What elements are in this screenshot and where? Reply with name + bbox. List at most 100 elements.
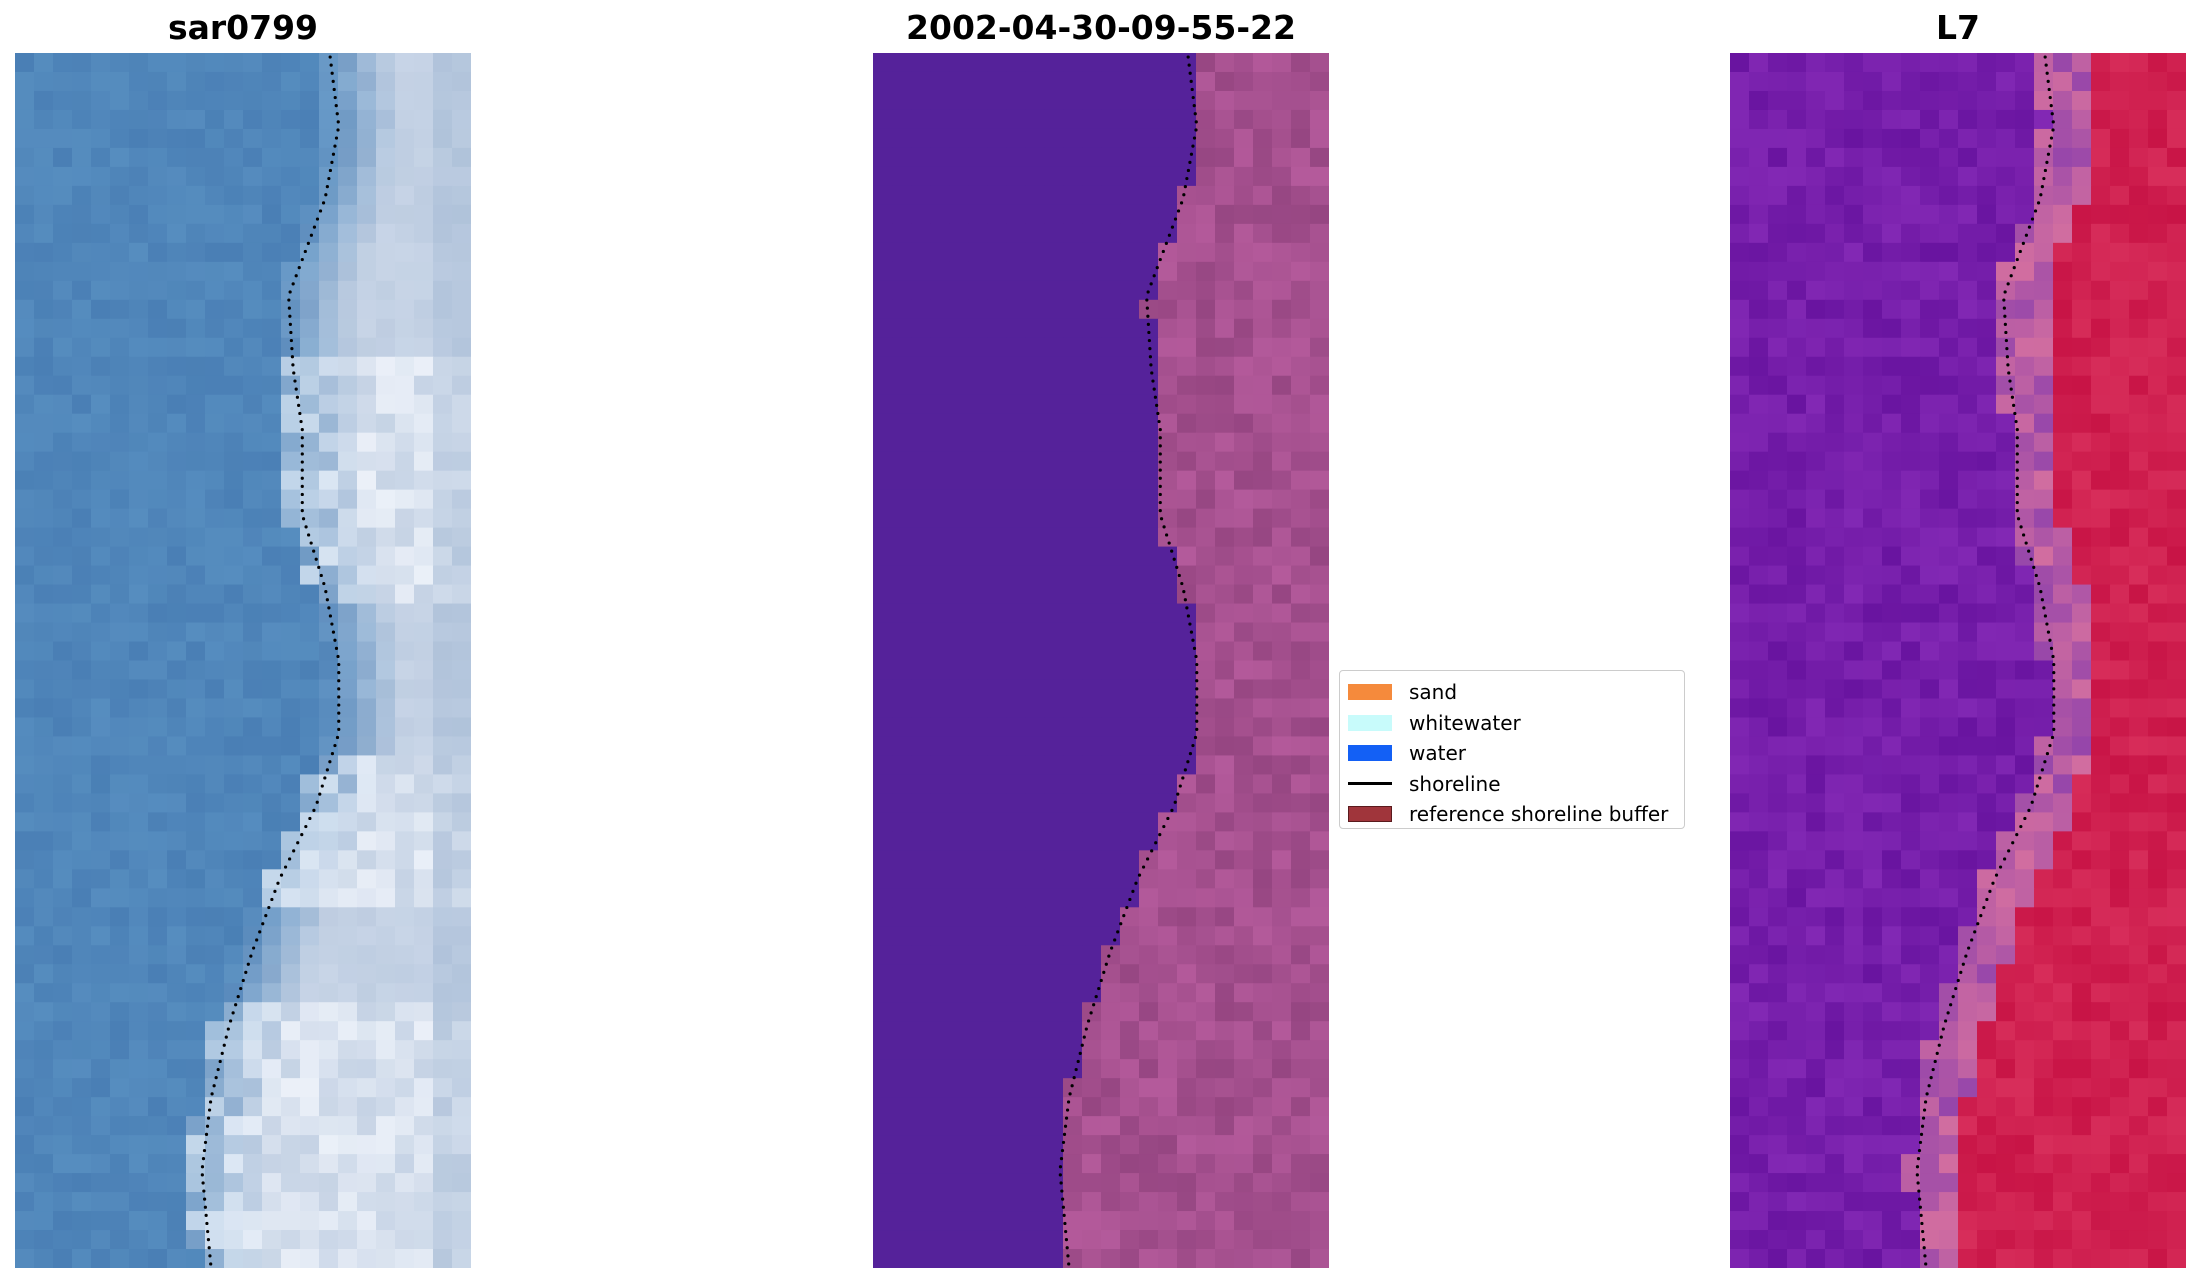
image-pixel <box>1749 1097 1769 1117</box>
image-pixel <box>1844 546 1864 567</box>
image-pixel <box>148 1135 168 1155</box>
image-pixel <box>968 660 988 681</box>
shoreline-dot <box>252 946 256 950</box>
image-pixel <box>1291 869 1311 889</box>
image-pixel <box>930 584 950 605</box>
image-pixel <box>414 584 434 605</box>
image-pixel <box>376 1021 396 1041</box>
image-pixel <box>433 394 453 415</box>
image-pixel <box>1044 337 1064 358</box>
image-pixel <box>110 470 130 491</box>
image-pixel <box>186 1116 206 1136</box>
image-pixel <box>129 1078 149 1098</box>
image-pixel <box>1272 1116 1292 1136</box>
image-pixel <box>873 1154 893 1174</box>
image-pixel <box>300 318 320 339</box>
image-pixel <box>1749 1230 1769 1250</box>
image-pixel <box>1863 945 1883 965</box>
image-pixel <box>2072 546 2092 567</box>
image-pixel <box>1215 280 1235 301</box>
image-pixel <box>949 1116 969 1136</box>
image-pixel <box>2034 1135 2054 1155</box>
image-pixel <box>1939 1021 1959 1041</box>
image-pixel <box>34 166 54 187</box>
image-pixel <box>2053 527 2073 548</box>
image-pixel <box>262 1002 282 1022</box>
image-pixel <box>205 1021 225 1041</box>
image-pixel <box>1215 869 1235 889</box>
image-pixel <box>1234 850 1254 870</box>
image-pixel <box>2053 1097 2073 1117</box>
image-pixel <box>167 660 187 681</box>
image-pixel <box>1158 603 1178 624</box>
image-pixel <box>1863 1021 1883 1041</box>
image-pixel <box>1920 128 1940 149</box>
image-pixel <box>1177 394 1197 415</box>
image-pixel <box>1006 356 1026 377</box>
image-pixel <box>1082 641 1102 662</box>
image-pixel <box>2110 964 2130 984</box>
image-pixel <box>91 71 111 92</box>
image-pixel <box>129 432 149 453</box>
image-pixel <box>167 1078 187 1098</box>
image-pixel <box>1044 679 1064 700</box>
image-pixel <box>1958 1230 1978 1250</box>
image-pixel <box>2091 907 2111 927</box>
image-pixel <box>2015 128 2035 149</box>
image-pixel <box>1310 1173 1329 1193</box>
image-pixel <box>452 774 471 794</box>
shoreline-dot <box>328 168 332 173</box>
image-pixel <box>34 71 54 92</box>
image-pixel <box>148 869 168 889</box>
image-pixel <box>224 1116 244 1136</box>
image-pixel <box>1749 736 1769 757</box>
image-pixel <box>205 565 225 586</box>
image-pixel <box>1177 147 1197 168</box>
image-pixel <box>1044 1002 1064 1022</box>
image-pixel <box>930 1192 950 1212</box>
image-pixel <box>72 736 92 757</box>
image-pixel <box>91 1135 111 1155</box>
image-pixel <box>110 451 130 472</box>
image-pixel <box>968 679 988 700</box>
image-pixel <box>1291 204 1311 225</box>
image-pixel <box>167 964 187 984</box>
image-pixel <box>968 1040 988 1060</box>
image-pixel <box>376 660 396 681</box>
image-pixel <box>1291 622 1311 643</box>
image-pixel <box>1996 204 2016 225</box>
image-pixel <box>72 375 92 396</box>
shoreline-dot <box>337 687 341 691</box>
image-pixel <box>1749 1173 1769 1193</box>
image-pixel <box>148 1021 168 1041</box>
image-pixel <box>1825 128 1845 149</box>
image-pixel <box>148 622 168 643</box>
image-pixel <box>205 660 225 681</box>
image-pixel <box>1044 831 1064 851</box>
image-pixel <box>452 546 471 567</box>
image-pixel <box>224 451 244 472</box>
image-pixel <box>2091 774 2111 794</box>
image-pixel <box>167 223 187 244</box>
image-pixel <box>1996 1078 2016 1098</box>
image-pixel <box>1120 1230 1140 1250</box>
image-pixel <box>2167 356 2186 377</box>
image-pixel <box>892 166 912 187</box>
image-pixel <box>2015 318 2035 339</box>
image-pixel <box>1139 147 1159 168</box>
image-pixel <box>2167 242 2186 263</box>
image-pixel <box>1177 1173 1197 1193</box>
image-pixel <box>1310 717 1329 738</box>
shoreline-dot <box>324 193 328 197</box>
image-pixel <box>1310 964 1329 984</box>
image-pixel <box>1787 622 1807 643</box>
image-pixel <box>148 432 168 453</box>
shoreline-dot <box>2005 347 2009 351</box>
image-pixel <box>395 660 415 681</box>
image-pixel <box>1234 622 1254 643</box>
shoreline-dot <box>1151 379 1155 383</box>
image-pixel <box>1234 489 1254 510</box>
image-pixel <box>1977 185 1997 206</box>
image-pixel <box>395 299 415 320</box>
image-pixel <box>148 128 168 149</box>
